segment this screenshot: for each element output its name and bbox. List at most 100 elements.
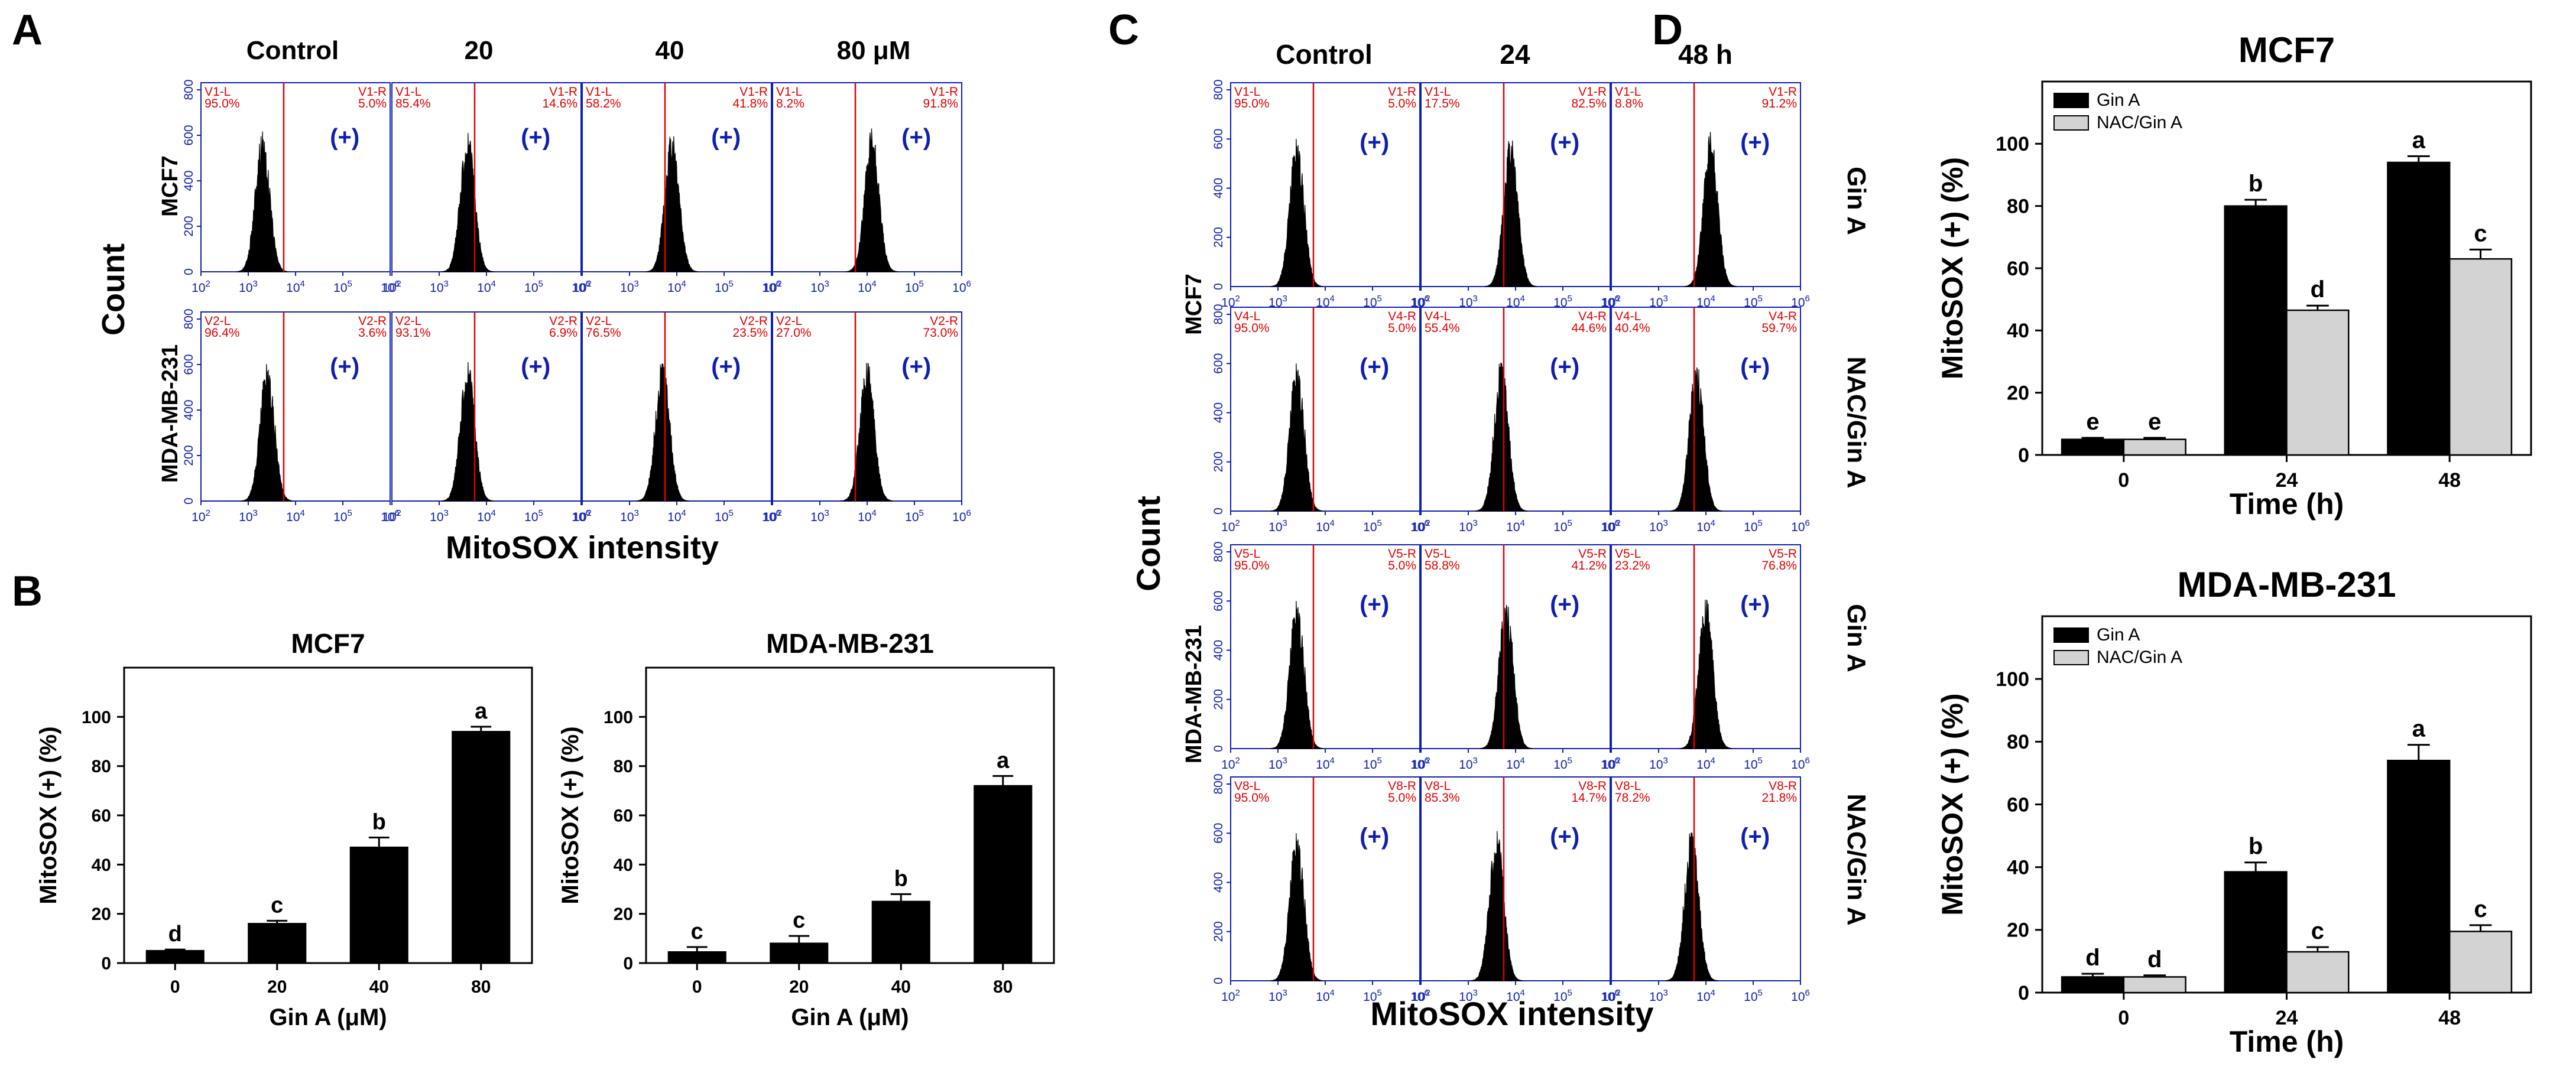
x-tick-label: 103	[1459, 518, 1478, 534]
positive-gate-label: (+)	[1360, 824, 1389, 850]
gate-left-percent: 8.8%	[1615, 97, 1643, 110]
x-tick-label: 103	[1649, 518, 1668, 534]
x-tick-label: 105	[715, 279, 734, 295]
gate-right-name: V1-R	[1769, 85, 1797, 99]
histogram-frame	[582, 311, 772, 502]
x-tick-label: 106	[1791, 294, 1810, 310]
gate-right-name: V4-R	[1769, 310, 1797, 323]
panel-letter-c: C	[1108, 6, 1139, 54]
x-tick-base: 10	[1363, 296, 1377, 310]
bar	[2387, 161, 2451, 456]
x-tick-base: 10	[477, 281, 491, 295]
y-tick-label: 400	[182, 170, 196, 191]
x-tick-base: 10	[1316, 296, 1329, 310]
x-tick-label: 102	[1602, 988, 1621, 1004]
x-tick-exponent: 6	[776, 279, 781, 289]
x-tick-base: 10	[1506, 758, 1520, 772]
y-tick-label: 60	[2007, 793, 2029, 816]
panel-c-col-title: Control	[1276, 39, 1373, 70]
gate-right-name: V5-R	[1769, 547, 1797, 561]
panel-c-group-label: MDA-MB-231	[1182, 625, 1206, 763]
x-tick-label: 103	[1459, 988, 1478, 1004]
x-tick-base: 10	[477, 510, 491, 524]
x-tick-exponent: 5	[919, 508, 924, 518]
x-tick-label: 105	[715, 508, 734, 524]
positive-gate-label: (+)	[521, 125, 550, 151]
gate-left-percent: 76.5%	[586, 326, 621, 340]
y-tick-label: 600	[1212, 353, 1225, 374]
x-tick-base: 10	[1553, 990, 1567, 1004]
x-tick-exponent: 4	[682, 508, 686, 518]
x-tick-base: 10	[1649, 296, 1663, 310]
x-tick-label: 103	[1649, 988, 1668, 1004]
x-tick-exponent: 3	[825, 279, 829, 289]
x-tick-base: 10	[1412, 758, 1425, 772]
positive-gate-label: (+)	[1360, 129, 1389, 155]
x-tick-base: 10	[1696, 990, 1710, 1004]
gate-left-name: V1-L	[205, 85, 231, 99]
x-tick-base: 10	[430, 281, 443, 295]
gate-right-name: V1-R	[358, 85, 387, 99]
x-tick-base: 10	[192, 510, 205, 524]
x-tick-label: 40	[891, 977, 911, 997]
y-tick-label: 600	[182, 354, 196, 375]
y-tick-label: 40	[2007, 320, 2029, 342]
significance-letter: a	[475, 699, 488, 724]
x-tick-label: 104	[1696, 988, 1715, 1004]
legend-swatch	[2053, 93, 2089, 108]
significance-letter: e	[2086, 409, 2099, 435]
x-tick-base: 10	[1696, 296, 1710, 310]
positive-gate-label: (+)	[330, 354, 359, 380]
x-tick-base: 10	[1649, 521, 1663, 534]
gate-left-percent: 40.4%	[1615, 321, 1650, 335]
x-tick-exponent: 5	[1377, 988, 1382, 998]
x-tick-exponent: 5	[538, 508, 543, 518]
x-tick-exponent: 3	[1283, 988, 1287, 998]
gate-left-percent: 27.0%	[776, 326, 812, 340]
x-tick-label: 103	[1268, 756, 1287, 772]
x-tick-label: 102	[192, 508, 210, 524]
x-tick-exponent: 4	[1520, 988, 1525, 998]
x-tick-base: 10	[1268, 990, 1282, 1004]
x-tick-label: 105	[1744, 294, 1763, 310]
y-tick-label: 400	[1212, 402, 1225, 423]
x-tick-label: 105	[524, 279, 543, 295]
x-tick-base: 10	[1459, 521, 1472, 534]
x-tick-base: 10	[1791, 758, 1805, 772]
x-tick-label: 105	[333, 279, 352, 295]
x-tick-label: 104	[1316, 294, 1335, 310]
x-tick-exponent: 5	[1758, 518, 1763, 528]
x-tick-exponent: 6	[586, 508, 591, 518]
x-tick-exponent: 6	[1425, 294, 1429, 304]
gate-left-name: V2-L	[776, 314, 802, 328]
x-tick-label: 104	[477, 508, 496, 524]
gate-right-percent: 91.2%	[1761, 97, 1797, 110]
x-tick-label: 104	[1316, 518, 1335, 534]
y-tick-label: 40	[92, 856, 111, 875]
x-tick-base: 10	[763, 510, 777, 524]
histogram-frame	[1230, 307, 1420, 512]
x-tick-exponent: 2	[1426, 756, 1430, 766]
panel-c-row-label: NAC/Gin A	[1842, 356, 1871, 488]
x-tick-exponent: 6	[1805, 756, 1810, 766]
x-tick-label: 106	[1601, 756, 1620, 772]
x-tick-base: 10	[1744, 296, 1757, 310]
x-tick-base: 10	[286, 281, 300, 295]
positive-gate-label: (+)	[1740, 824, 1770, 850]
x-tick-exponent: 6	[776, 508, 781, 518]
x-tick-exponent: 3	[1283, 756, 1287, 766]
significance-letter: b	[894, 866, 908, 891]
x-tick-label: 106	[952, 508, 971, 524]
gate-right-name: V2-R	[739, 314, 768, 328]
x-tick-base: 10	[763, 281, 777, 295]
x-tick-base: 10	[1363, 758, 1377, 772]
legend-label: NAC/Gin A	[2097, 113, 2182, 132]
x-tick-base: 10	[762, 281, 776, 295]
x-tick-label: 0	[2118, 1007, 2129, 1029]
y-axis-label: MitoSOX (+) (%)	[1936, 693, 1969, 915]
x-tick-label: 102	[1412, 294, 1430, 310]
x-tick-exponent: 5	[1758, 988, 1763, 998]
x-tick-label: 20	[267, 977, 287, 997]
x-tick-base: 10	[1744, 521, 1757, 534]
histogram-frame	[1420, 776, 1611, 981]
